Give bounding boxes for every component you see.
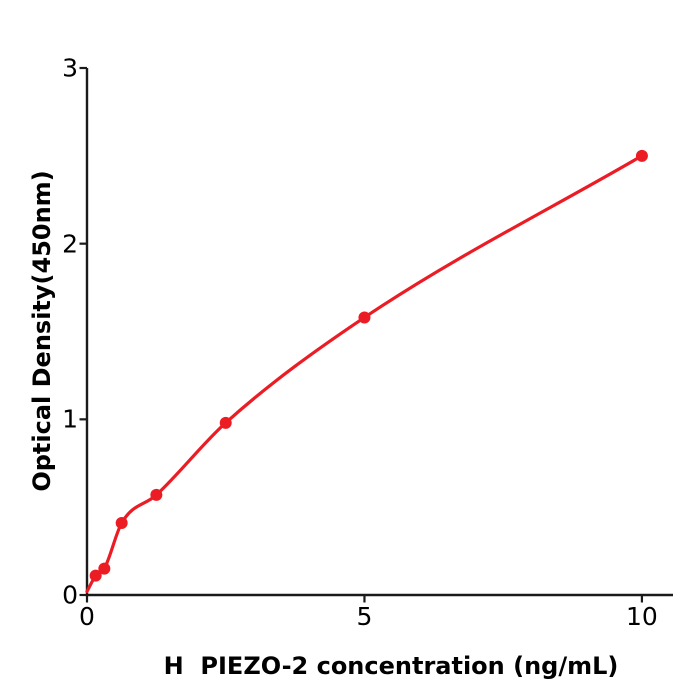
- x-tick-label-0: 0: [79, 602, 95, 631]
- y-axis-label: Optical Density(450nm): [28, 170, 56, 492]
- y-tick-label-0: 0: [62, 580, 78, 610]
- x-tick-label-5: 5: [356, 602, 373, 631]
- data-point: [150, 488, 163, 501]
- x-tick-label-10: 10: [626, 602, 658, 631]
- x-axis-label: H PIEZO-2 concentration (ng/mL): [163, 652, 619, 680]
- standard-curve-line: [85, 154, 644, 594]
- data-point: [89, 569, 102, 582]
- y-tick-label-3: 3: [62, 53, 78, 83]
- y-tick-label-1: 1: [62, 404, 78, 434]
- y-tick-label-2: 2: [62, 229, 78, 259]
- data-point: [219, 416, 232, 429]
- data-point: [115, 516, 128, 529]
- data-point: [98, 562, 111, 575]
- data-point: [635, 149, 648, 162]
- data-point: [358, 311, 371, 324]
